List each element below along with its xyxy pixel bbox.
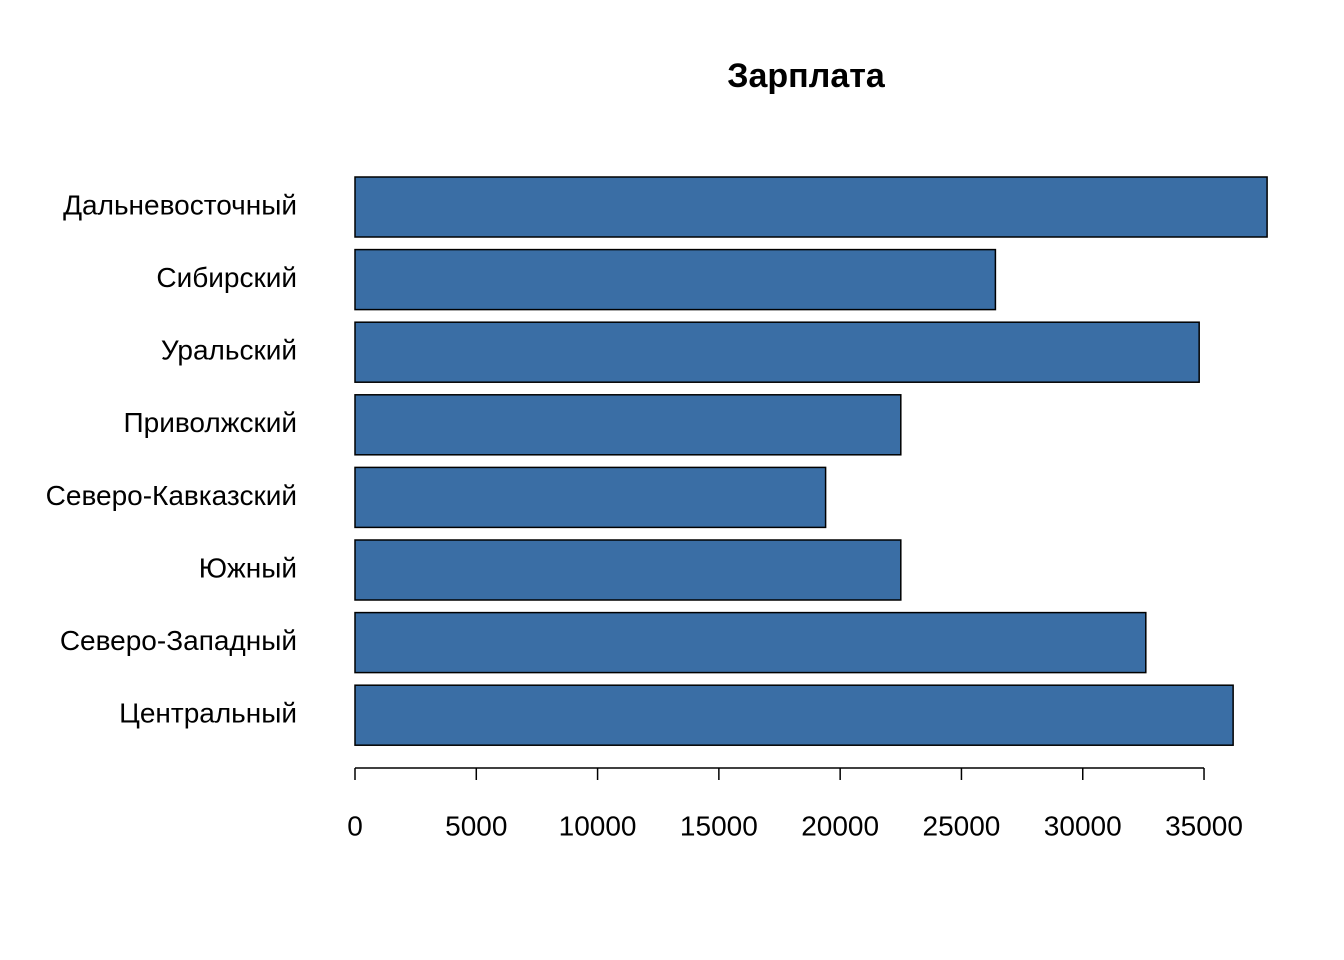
bar (354, 321, 1200, 383)
bar (354, 539, 902, 601)
bar (354, 248, 997, 311)
bar (354, 466, 827, 529)
y-tick-label: Дальневосточный (63, 189, 297, 220)
x-tick-label: 20000 (801, 810, 879, 841)
bar (354, 684, 1234, 746)
x-tick-label: 15000 (680, 810, 758, 841)
x-tick-label: 5000 (445, 810, 507, 841)
y-tick-label: Сибирский (156, 262, 297, 293)
x-tick-label: 25000 (923, 810, 1001, 841)
chart-title: Зарплата (727, 57, 886, 95)
bar (354, 176, 1268, 238)
bar (354, 394, 902, 456)
y-tick-label: Приволжский (124, 407, 297, 438)
x-tick-label: 10000 (559, 810, 637, 841)
x-tick-label: 35000 (1165, 810, 1243, 841)
x-tick-label: 30000 (1044, 810, 1122, 841)
x-tick-label: 0 (347, 810, 363, 841)
y-tick-label: Уральский (161, 335, 297, 366)
y-tick-label: Северо-Кавказский (46, 480, 297, 511)
y-tick-label: Южный (199, 552, 297, 583)
bar (354, 611, 1147, 674)
y-tick-label: Центральный (119, 698, 297, 729)
y-tick-label: Северо-Западный (60, 625, 297, 656)
